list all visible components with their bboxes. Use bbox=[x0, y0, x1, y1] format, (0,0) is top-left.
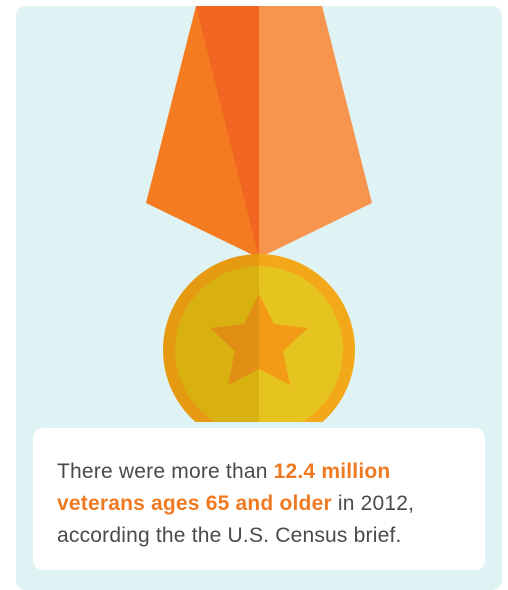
medal bbox=[163, 254, 355, 422]
caption-text: There were more than 12.4 million vetera… bbox=[57, 456, 465, 552]
medal-with-star-icon bbox=[146, 6, 372, 422]
caption-before: There were more than bbox=[57, 460, 274, 483]
ribbon bbox=[146, 6, 372, 258]
infographic-card: There were more than 12.4 million vetera… bbox=[16, 6, 502, 590]
caption-after: in 2012, according the the U.S. Census b… bbox=[57, 492, 415, 547]
caption-box: There were more than 12.4 million vetera… bbox=[33, 428, 485, 570]
star-icon bbox=[210, 294, 259, 385]
caption-highlight: 12.4 million veterans ages 65 and older bbox=[57, 460, 391, 515]
